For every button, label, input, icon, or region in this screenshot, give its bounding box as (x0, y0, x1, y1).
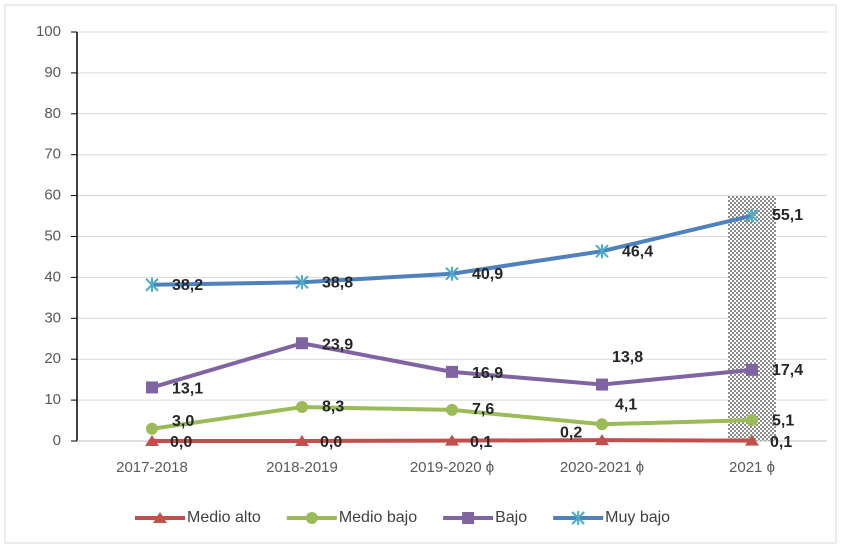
data-label: 5,1 (772, 412, 794, 429)
point-marker (296, 401, 308, 414)
data-label: 4,1 (615, 396, 637, 413)
x-tick-label: 2017-2018 (116, 459, 188, 476)
data-label: 0,2 (560, 424, 582, 441)
data-label: 0,0 (170, 434, 192, 451)
point-marker (745, 434, 759, 446)
legend-label: Medio alto (187, 509, 261, 526)
y-tick-label: 100 (36, 23, 61, 40)
x-tick-label: 2020-2021 ϕ (560, 459, 644, 476)
y-tick-label: 20 (44, 350, 61, 367)
data-label: 55,1 (772, 207, 803, 224)
y-tick-label: 0 (53, 432, 61, 449)
point-marker (596, 418, 608, 431)
point-marker (146, 381, 158, 394)
y-tick-label: 30 (44, 309, 61, 326)
data-label: 0,0 (320, 434, 342, 451)
y-tick-label: 10 (44, 391, 61, 408)
y-tick-label: 50 (44, 227, 61, 244)
y-tick-label: 60 (44, 187, 61, 204)
data-label: 16,9 (472, 365, 503, 382)
data-label: 46,4 (622, 243, 653, 260)
point-marker (296, 337, 308, 350)
point-marker (746, 363, 758, 376)
x-tick-label: 2019-2020 ϕ (410, 459, 494, 476)
point-marker (295, 275, 309, 290)
point-marker (596, 378, 608, 391)
data-label: 3,0 (172, 413, 194, 430)
legend-label: Bajo (495, 509, 527, 526)
y-tick-label: 40 (44, 268, 61, 285)
legend-label: Medio bajo (339, 509, 417, 526)
highlight-band (728, 196, 776, 441)
point-marker (145, 435, 159, 446)
point-marker (745, 208, 759, 223)
point-marker (446, 365, 458, 378)
data-label: 13,8 (612, 349, 643, 366)
y-tick-label: 70 (44, 146, 61, 163)
point-marker (446, 403, 458, 416)
legend-marker (571, 511, 585, 525)
data-label: 38,2 (172, 277, 203, 294)
point-marker (445, 434, 459, 446)
y-tick-label: 80 (44, 105, 61, 122)
data-label: 0,1 (770, 434, 792, 451)
data-label: 40,9 (472, 266, 503, 283)
point-marker (295, 435, 309, 446)
legend-marker (305, 512, 318, 524)
data-label: 13,1 (172, 381, 203, 398)
legend-marker (153, 512, 167, 523)
point-marker (595, 434, 609, 446)
data-label: 0,1 (470, 434, 492, 451)
point-marker (145, 277, 159, 292)
y-tick-label: 90 (44, 64, 61, 81)
point-marker (445, 266, 459, 281)
x-tick-label: 2018-2019 (266, 459, 338, 476)
point-marker (595, 244, 609, 259)
data-label: 23,9 (322, 336, 353, 353)
point-marker (746, 414, 758, 427)
legend-marker (462, 512, 475, 524)
data-label: 8,3 (322, 398, 344, 415)
legend-label: Muy bajo (605, 509, 670, 526)
data-label: 38,8 (322, 275, 353, 292)
point-marker (146, 422, 158, 435)
x-tick-label: 2021 ϕ (729, 459, 775, 476)
data-label: 7,6 (472, 401, 494, 418)
data-label: 17,4 (772, 362, 803, 379)
